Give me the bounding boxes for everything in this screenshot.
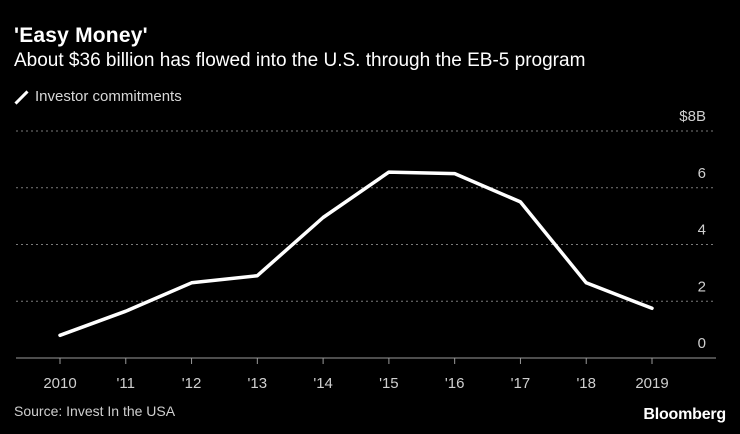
x-tick-label: '13: [248, 375, 268, 392]
series-line-investor-commitments: [58, 170, 654, 338]
legend-label: Investor commitments: [35, 88, 182, 105]
y-tick-label: 4: [698, 222, 706, 239]
y-tick-label: 0: [698, 335, 706, 352]
x-tick-label: '17: [511, 375, 531, 392]
x-tick-label: 2010: [43, 375, 76, 392]
x-tick-label: '12: [182, 375, 202, 392]
chart-subtitle: About $36 billion has flowed into the U.…: [14, 50, 586, 71]
y-tick-label: 2: [698, 278, 706, 295]
source-note: Source: Invest In the USA: [14, 403, 176, 419]
x-tick-label: 2019: [635, 375, 668, 392]
y-tick-label: $8B: [679, 108, 706, 125]
bloomberg-logo: Bloomberg: [643, 406, 726, 423]
chart-title: 'Easy Money': [14, 24, 148, 47]
y-tick-label: 6: [698, 165, 706, 182]
x-tick-label: '18: [576, 375, 596, 392]
x-tick-label: '14: [313, 375, 333, 392]
chart-legend: Investor commitments: [14, 88, 182, 105]
x-tick-label: '15: [379, 375, 399, 392]
x-tick-label: '11: [117, 375, 135, 392]
x-tick-label: '16: [445, 375, 465, 392]
